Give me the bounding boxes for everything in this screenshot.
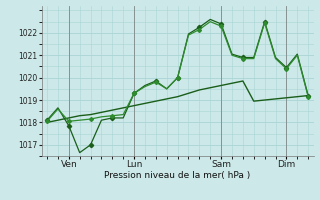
- X-axis label: Pression niveau de la mer( hPa ): Pression niveau de la mer( hPa ): [104, 171, 251, 180]
